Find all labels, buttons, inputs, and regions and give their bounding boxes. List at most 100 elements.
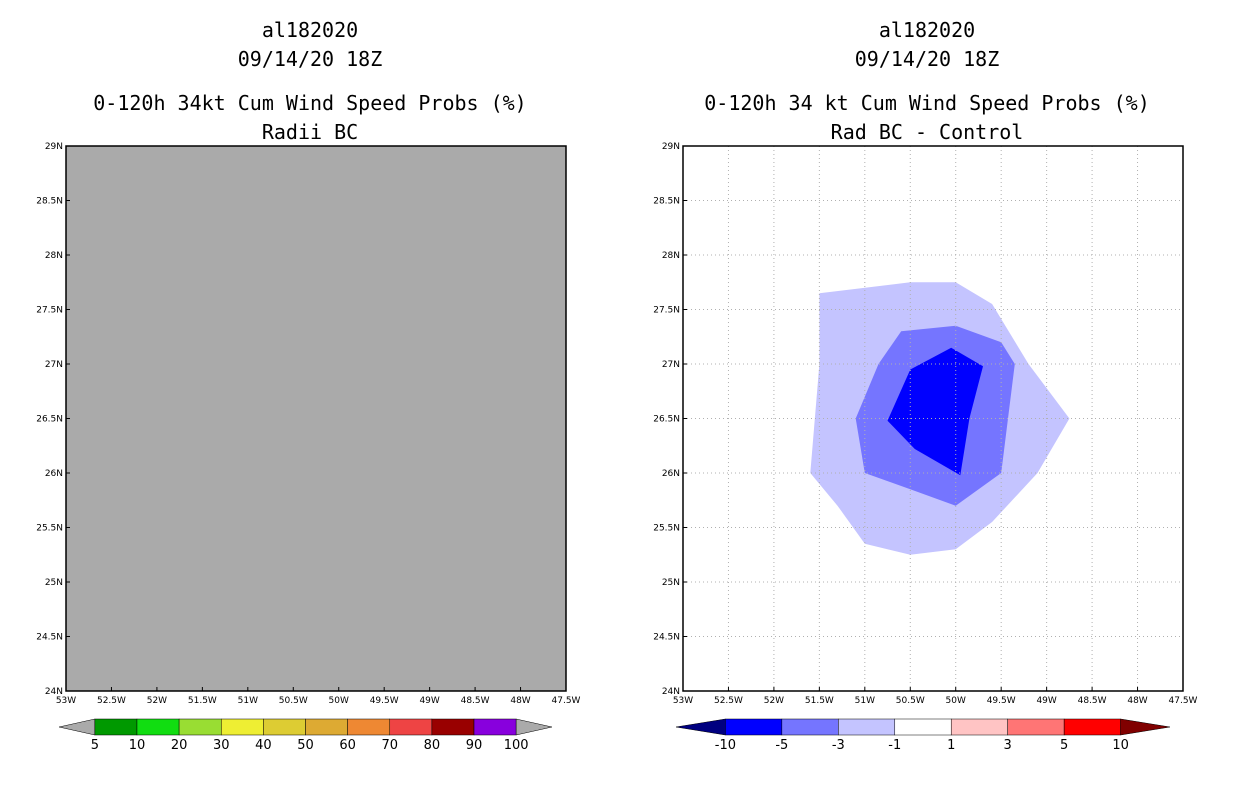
y-tick-label: 27.5N xyxy=(36,306,63,316)
colorbar-label: 100 xyxy=(504,738,529,753)
y-tick-label: 28.5N xyxy=(36,197,63,207)
x-tick-label: 50W xyxy=(946,696,966,706)
colorbar-label: 1 xyxy=(947,738,955,753)
colorbar-label: 10 xyxy=(129,738,146,753)
y-tick-label: 25N xyxy=(45,578,63,588)
x-tick-label: 47.5W xyxy=(552,696,581,706)
x-tick-label: 48W xyxy=(510,696,530,706)
left-plot-area: 53W 52.5W 52W 51.5W 51W 50.5W 50W 49.5W 49W 48.5W… xyxy=(36,142,580,706)
colorbar-high-arrow xyxy=(1120,718,1171,736)
colorbar-label: 30 xyxy=(213,738,230,753)
x-tick-label: 50W xyxy=(329,696,349,706)
x-tick-label: 52W xyxy=(764,696,784,706)
colorbar-swatch xyxy=(950,718,1008,736)
y-tick-label: 27.5N xyxy=(653,306,680,316)
colorbar-swatch xyxy=(781,718,839,736)
right-panel: al182020 09/14/20 18Z 0-120h 34 kt Cum W… xyxy=(653,18,1197,753)
left-panel: al182020 09/14/20 18Z 0-120h 34kt Cum Wi… xyxy=(36,18,580,753)
colorbar-swatch xyxy=(305,718,348,736)
y-tick-label: 29N xyxy=(45,142,63,152)
colorbar-low-arrow xyxy=(675,718,726,736)
x-tick-label: 50.5W xyxy=(279,696,308,706)
left-colorbar: 5 10 20 30 40 50 60 70 80 90 100 xyxy=(58,718,553,753)
y-tick-label: 26N xyxy=(45,469,63,479)
colorbar-swatch xyxy=(431,718,475,736)
colorbar-label: 10 xyxy=(1112,738,1129,753)
right-title-line-1: al182020 xyxy=(879,18,975,42)
colorbar-swatch xyxy=(178,718,222,736)
left-title-line-2: 09/14/20 18Z xyxy=(238,47,383,71)
left-title-line-3: 0-120h 34kt Cum Wind Speed Probs (%) xyxy=(93,91,526,115)
colorbar-low-arrow xyxy=(58,718,96,736)
y-tick-label: 25N xyxy=(662,578,680,588)
x-tick-label: 51W xyxy=(855,696,875,706)
x-tick-label: 49.5W xyxy=(987,696,1016,706)
colorbar-swatch xyxy=(136,718,180,736)
colorbar-label: -10 xyxy=(715,738,736,753)
y-tick-label: 24N xyxy=(662,687,680,697)
y-tick-label: 25.5N xyxy=(653,524,680,534)
x-tick-label: 47.5W xyxy=(1169,696,1198,706)
left-title-line-4: Radii BC xyxy=(262,120,358,144)
colorbar-swatch xyxy=(473,718,517,736)
colorbar-swatch xyxy=(263,718,306,736)
colorbar-swatch xyxy=(725,718,783,736)
colorbar-swatch xyxy=(838,718,896,736)
colorbar-label: 90 xyxy=(466,738,483,753)
right-title-line-4: Rad BC - Control xyxy=(831,120,1024,144)
colorbar-label: 80 xyxy=(424,738,441,753)
x-tick-label: 49W xyxy=(1036,696,1056,706)
colorbar-label: 20 xyxy=(171,738,188,753)
x-tick-label: 53W xyxy=(673,696,693,706)
colorbar-swatch xyxy=(220,718,264,736)
y-tick-label: 28.5N xyxy=(653,197,680,207)
x-tick-label: 48.5W xyxy=(1078,696,1107,706)
y-tick-label: 26.5N xyxy=(36,415,63,425)
right-title-line-3: 0-120h 34 kt Cum Wind Speed Probs (%) xyxy=(704,91,1150,115)
colorbar-label: 40 xyxy=(255,738,272,753)
colorbar-label: 5 xyxy=(1060,738,1068,753)
probability-field xyxy=(66,146,566,691)
y-tick-label: 28N xyxy=(45,251,63,261)
x-tick-label: 52.5W xyxy=(97,696,126,706)
colorbar-swatch xyxy=(94,718,138,736)
x-tick-label: 51W xyxy=(238,696,258,706)
x-tick-label: 50.5W xyxy=(896,696,925,706)
y-tick-label: 27N xyxy=(662,360,680,370)
x-tick-label: 52.5W xyxy=(714,696,743,706)
x-tick-label: 52W xyxy=(147,696,167,706)
colorbar-label: 5 xyxy=(91,738,99,753)
y-tick-label: 28N xyxy=(662,251,680,261)
right-title-line-2: 09/14/20 18Z xyxy=(855,47,1000,71)
right-plot-area: 53W 52.5W 52W 51.5W 51W 50.5W 50W 49.5W 49W 48.5W… xyxy=(653,142,1197,706)
contour-level-3 xyxy=(887,347,983,476)
colorbar-swatch xyxy=(1063,718,1121,736)
y-tick-label: 26N xyxy=(662,469,680,479)
x-tick-label: 48.5W xyxy=(461,696,490,706)
colorbar-label: 70 xyxy=(381,738,398,753)
colorbar-label: -3 xyxy=(832,738,845,753)
y-tick-label: 27N xyxy=(45,360,63,370)
colorbar-swatch xyxy=(1007,718,1065,736)
x-tick-label: 53W xyxy=(56,696,76,706)
x-tick-label: 49W xyxy=(419,696,439,706)
colorbar-label: -1 xyxy=(888,738,901,753)
right-colorbar: -10 -5 -3 -1 1 3 5 10 xyxy=(675,718,1171,753)
y-tick-label: 24.5N xyxy=(36,633,63,643)
colorbar-swatch xyxy=(894,718,952,736)
colorbar-swatch xyxy=(347,718,391,736)
colorbar-label: 50 xyxy=(297,738,314,753)
y-tick-label: 29N xyxy=(662,142,680,152)
left-title-line-1: al182020 xyxy=(262,18,358,42)
x-tick-label: 48W xyxy=(1127,696,1147,706)
y-tick-label: 24N xyxy=(45,687,63,697)
colorbar-label: 3 xyxy=(1004,738,1012,753)
y-tick-label: 26.5N xyxy=(653,415,680,425)
y-tick-label: 24.5N xyxy=(653,633,680,643)
y-tick-label: 25.5N xyxy=(36,524,63,534)
colorbar-label: 60 xyxy=(339,738,356,753)
x-tick-label: 51.5W xyxy=(188,696,217,706)
x-tick-label: 49.5W xyxy=(370,696,399,706)
x-tick-label: 51.5W xyxy=(805,696,834,706)
